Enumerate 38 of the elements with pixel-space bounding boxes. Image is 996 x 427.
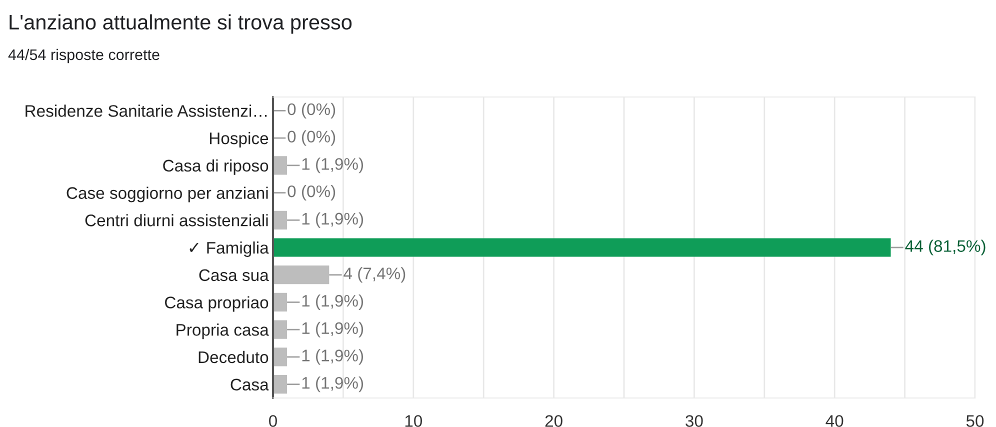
data-label: 0 (0%) xyxy=(288,185,336,201)
data-label: 0 (0%) xyxy=(288,102,336,118)
x-tick-label: 40 xyxy=(826,415,844,427)
y-tick-label: ✓ Famiglia xyxy=(190,241,269,257)
bar xyxy=(273,238,891,257)
bar xyxy=(273,210,288,230)
data-label: 1 (1,9%) xyxy=(302,322,364,338)
bar xyxy=(273,292,288,312)
bar xyxy=(273,375,288,394)
y-tick-label: Residenze Sanitarie Assistenzi… xyxy=(26,104,267,117)
y-tick-label: Case soggiorno per anziani xyxy=(66,186,268,202)
chart-title: L'anziano attualmente si trova presso xyxy=(10,14,352,34)
x-tick-label: 30 xyxy=(686,415,703,427)
x-tick-label: 50 xyxy=(966,415,984,427)
y-tick-label: Casa sua xyxy=(199,269,269,282)
y-tick-label: Casa xyxy=(230,378,269,391)
bar xyxy=(273,320,288,339)
y-tick-label: Centri diurni assistenziali xyxy=(85,214,268,226)
data-label: 1 (1,9%) xyxy=(302,158,364,174)
bar xyxy=(273,348,288,366)
data-label: 1 (1,9%) xyxy=(302,294,364,310)
y-tick-label: Propria casa xyxy=(176,324,269,340)
text: 44/54 risposte corrette xyxy=(8,48,160,64)
x-tick-label: 10 xyxy=(405,415,422,427)
bar xyxy=(273,266,330,284)
data-label: 1 (1,9%) xyxy=(302,349,364,365)
y-tick-label: Casa di riposo xyxy=(163,159,268,175)
data-label: 44 (81,5%) xyxy=(905,240,986,256)
y-tick-label: Hospice xyxy=(210,132,268,148)
data-label: 0 (0%) xyxy=(288,130,336,146)
x-tick-label: 20 xyxy=(545,415,562,427)
y-tick-label: Casa propriao xyxy=(165,296,268,312)
data-label: 1 (1,9%) xyxy=(302,212,364,228)
y-tick-label: Deceduto xyxy=(198,350,268,364)
data-label: 4 (7,4%) xyxy=(344,267,406,283)
x-tick-label: 0 xyxy=(269,415,277,427)
bar xyxy=(273,156,288,175)
data-label: 1 (1,9%) xyxy=(302,376,364,392)
